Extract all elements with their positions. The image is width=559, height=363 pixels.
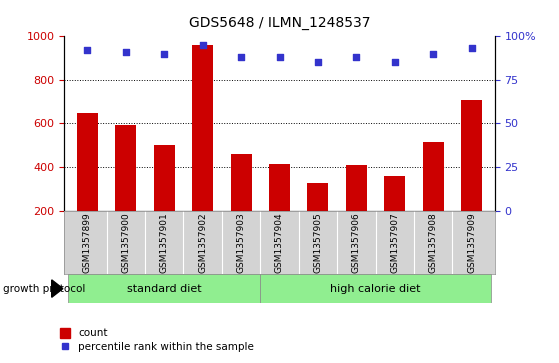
Bar — [115, 125, 136, 254]
Point — [160, 51, 169, 57]
Polygon shape — [51, 280, 63, 297]
Point — [275, 54, 284, 60]
Text: GSM1357903: GSM1357903 — [236, 212, 245, 273]
Text: GSM1357902: GSM1357902 — [198, 212, 207, 273]
Point — [83, 47, 92, 53]
Bar — [384, 176, 405, 254]
Point — [352, 54, 361, 60]
Point — [236, 54, 245, 60]
Bar — [423, 142, 444, 254]
Text: GSM1357909: GSM1357909 — [467, 212, 476, 273]
Text: GSM1357906: GSM1357906 — [352, 212, 361, 273]
Bar — [269, 164, 290, 254]
Point — [198, 42, 207, 48]
Text: GSM1357904: GSM1357904 — [275, 212, 284, 273]
Bar — [230, 154, 252, 254]
Bar — [192, 45, 213, 254]
Text: GSM1357899: GSM1357899 — [83, 212, 92, 273]
Text: GSM1357905: GSM1357905 — [314, 212, 323, 273]
Point — [314, 60, 323, 65]
Text: GSM1357908: GSM1357908 — [429, 212, 438, 273]
Point — [390, 60, 399, 65]
Point — [467, 46, 476, 52]
Point — [429, 51, 438, 57]
Text: standard diet: standard diet — [127, 284, 201, 294]
Bar — [307, 183, 329, 254]
Point — [121, 49, 130, 55]
Bar — [154, 145, 175, 254]
Text: GSM1357901: GSM1357901 — [160, 212, 169, 273]
Bar — [260, 274, 491, 303]
Text: growth protocol: growth protocol — [3, 284, 85, 294]
Bar — [77, 113, 98, 254]
Bar — [346, 165, 367, 254]
Legend: count, percentile rank within the sample: count, percentile rank within the sample — [55, 324, 258, 356]
Bar — [68, 274, 260, 303]
Text: GDS5648 / ILMN_1248537: GDS5648 / ILMN_1248537 — [189, 16, 370, 30]
Text: GSM1357907: GSM1357907 — [390, 212, 399, 273]
Bar — [461, 100, 482, 254]
Text: GSM1357900: GSM1357900 — [121, 212, 130, 273]
Text: high calorie diet: high calorie diet — [330, 284, 421, 294]
